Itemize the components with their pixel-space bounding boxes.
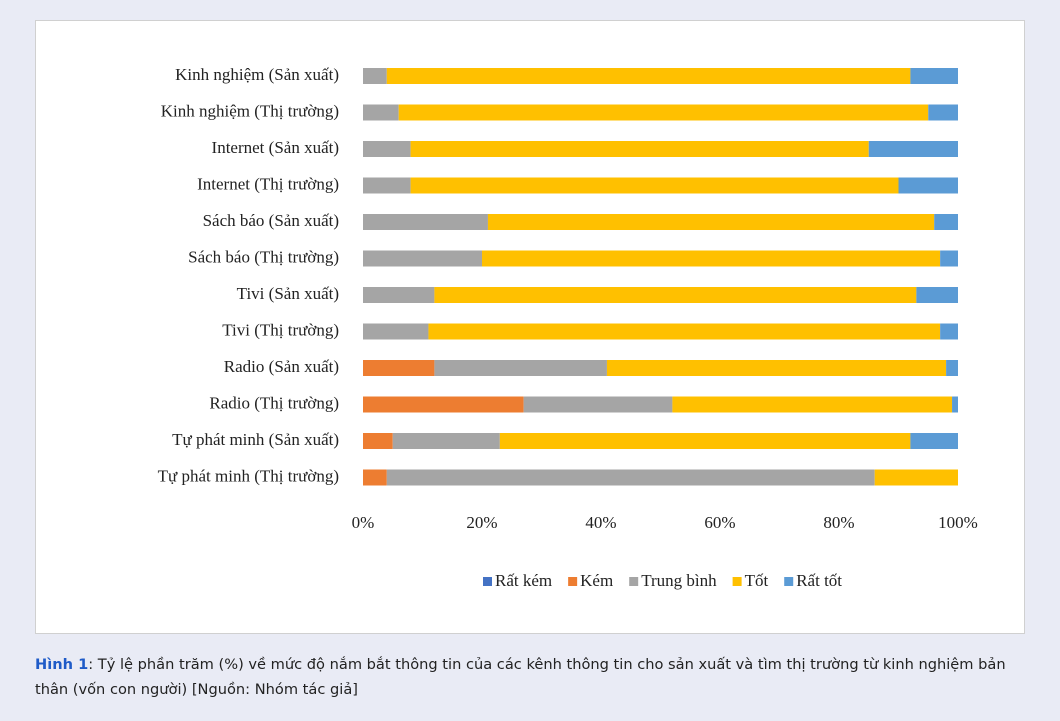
legend-label: Trung bình (641, 571, 717, 590)
bar-segment (428, 323, 941, 340)
bar-segment (363, 141, 411, 157)
legend-label: Tốt (745, 571, 769, 590)
bar-segment (499, 433, 911, 449)
y-tick-label: Tivi (Sản xuất) (237, 284, 339, 303)
bar-segment (363, 323, 429, 340)
caption-label: Hình 1 (35, 656, 89, 673)
chart: 0% 20% 40% 60% 80% 100% Kinh nghiệm (Sản xuất)… (158, 65, 978, 590)
bar-segment (386, 68, 911, 84)
caption: Hình 1: Tỷ lệ phần trăm (%) về mức độ nắ… (35, 652, 1035, 702)
bar-segment (434, 287, 917, 303)
bar-segment (363, 396, 524, 413)
bar-segment (398, 104, 929, 121)
bar-segment (934, 214, 958, 230)
bar-segment (363, 104, 399, 121)
bar-segment (363, 469, 387, 486)
x-tick-label: 100% (938, 513, 978, 532)
y-tick-label: Internet (Thị trường) (197, 174, 339, 193)
bar-segment (363, 433, 393, 449)
y-tick-label: Radio (Thị trường) (209, 393, 339, 412)
bar-segment (606, 360, 947, 376)
bar-segment (363, 177, 411, 194)
bar-segment (386, 469, 875, 486)
y-tick-label: Tự phát minh (Sản xuất) (172, 430, 339, 449)
bar-segment (910, 433, 958, 449)
caption-text: : Tỷ lệ phần trăm (%) về mức độ nắm bắt … (35, 656, 1006, 698)
bar-segment (363, 360, 435, 376)
x-tick-label: 0% (352, 513, 375, 532)
bar-segment (940, 323, 958, 340)
y-tick-label: Internet (Sản xuất) (212, 138, 339, 157)
legend-label: Rất kém (495, 571, 552, 590)
bar-segment (523, 396, 673, 413)
legend-label: Kém (580, 571, 613, 590)
x-tick-label: 20% (466, 513, 497, 532)
bar-segment (898, 177, 958, 194)
bar-segment (482, 250, 941, 267)
y-tick-label: Kinh nghiệm (Sản xuất) (175, 65, 339, 84)
bar-segment (928, 104, 958, 121)
y-tick-label: Tự phát minh (Thị trường) (158, 466, 339, 485)
bar-segment (940, 250, 958, 267)
legend-label: Rất tốt (796, 571, 842, 590)
bar-segment (392, 433, 500, 449)
chart-frame: 0% 20% 40% 60% 80% 100% Kinh nghiệm (Sản xuất)… (35, 20, 1025, 634)
y-tick-label: Kinh nghiệm (Thị trường) (161, 101, 339, 120)
bar-segment (910, 68, 958, 84)
legend-swatch (629, 577, 639, 586)
bar-segment (916, 287, 958, 303)
bar-segment (672, 396, 953, 413)
y-tick-label: Sách báo (Thị trường) (188, 247, 339, 266)
bar-segment (434, 360, 607, 376)
bar-segment (868, 141, 958, 157)
y-tick-label: Tivi (Thị trường) (222, 320, 339, 339)
bar-segment (363, 68, 387, 84)
legend-swatch (784, 577, 794, 586)
x-tick-label: 80% (823, 513, 854, 532)
bar-segment (410, 141, 869, 157)
bar-segment (952, 396, 958, 413)
bar-segment (363, 287, 435, 303)
bar-segment (946, 360, 958, 376)
bar-segment (363, 214, 488, 230)
legend-swatch (483, 577, 492, 586)
bar-segment (410, 177, 899, 194)
x-tick-label: 40% (585, 513, 616, 532)
legend-swatch (732, 577, 742, 586)
bar-segment (874, 469, 958, 486)
x-tick-label: 60% (704, 513, 735, 532)
bar-segment (487, 214, 935, 230)
legend-swatch (568, 577, 578, 586)
bar-segment (363, 250, 482, 267)
y-tick-label: Radio (Sản xuất) (224, 357, 339, 376)
y-tick-label: Sách báo (Sản xuất) (203, 211, 339, 230)
